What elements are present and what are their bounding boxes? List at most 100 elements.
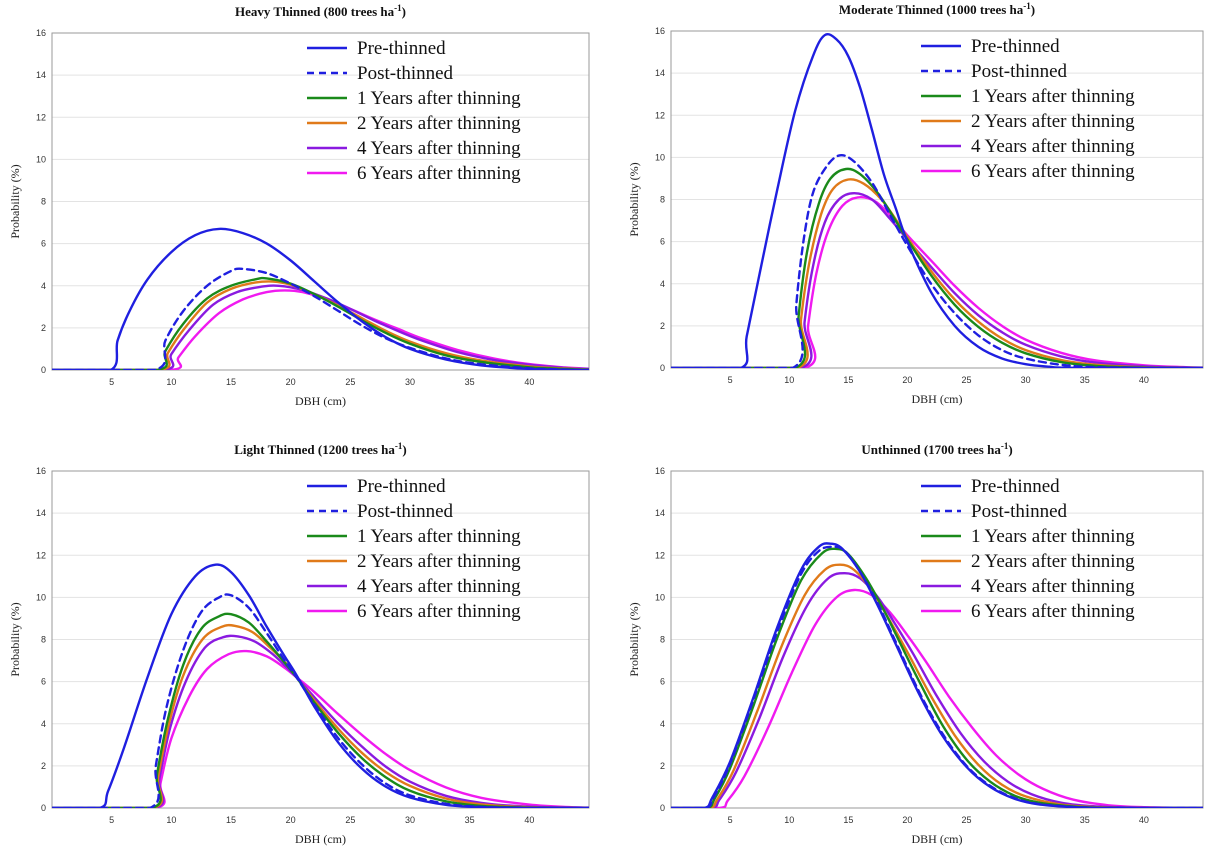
legend-entry-y2: 2 Years after thinning [971,551,1135,572]
chart-title-close: ) [402,442,406,457]
legend: Pre-thinned Post-thinned 1 Years after thi… [307,38,521,184]
x-axis-label: DBH (cm) [912,392,963,406]
x-tick-label: 20 [286,815,296,825]
chart-title-name: Moderate Thinned [839,2,946,17]
plot-area-frame [670,470,1204,809]
y-tick-label: 0 [660,803,665,813]
series-line-y1 [671,167,1203,368]
legend-entry-y2: 2 Years after thinning [357,113,521,134]
y-tick-label: 2 [660,761,665,771]
y-tick-label: 8 [41,635,46,645]
legend-entry-y1: 1 Years after thinning [971,526,1135,547]
series-group [671,32,1203,368]
series-line-post [52,593,589,808]
y-tick-label: 0 [41,803,46,813]
chart-title: Moderate Thinned (1000 trees ha-1) [839,1,1035,17]
legend: Pre-thinned Post-thinned 1 Years after thi… [921,36,1135,182]
y-tick-label: 6 [660,237,665,247]
series-line-pre [671,32,1203,368]
chart-title-close: ) [1008,442,1012,457]
chart-title-close: ) [1031,2,1035,17]
chart-title-density: (1700 trees ha [924,442,1002,457]
series-line-y6 [671,588,1203,808]
series-line-y6 [52,649,589,808]
y-tick-label: 10 [36,154,46,164]
series-group [671,542,1203,808]
chart-panel-4: 0 2 4 6 8 10 12 14 16 5 10 15 20 25 30 35 40 DBH (cm) Prob… [627,441,1204,846]
x-tick-label: 20 [902,375,912,385]
plot-area-frame [51,32,590,371]
legend-entry-y6: 6 Years after thinning [357,163,521,184]
y-axis-label: Probability (%) [627,162,641,236]
y-tick-label: 2 [660,321,665,331]
legend-entry-pre: Pre-thinned [357,476,446,497]
x-tick-label: 30 [405,377,415,387]
series-line-pre [671,542,1203,808]
y-tick-label: 8 [660,635,665,645]
chart-title-superscript: -1 [394,3,402,13]
x-tick-label: 35 [465,815,475,825]
x-tick-label: 20 [286,377,296,387]
x-tick-label: 40 [524,377,534,387]
series-group [52,563,589,808]
x-tick-label: 25 [345,815,355,825]
x-axis-label: DBH (cm) [295,394,346,408]
x-tick-label: 15 [843,815,853,825]
x-tick-label: 15 [226,377,236,387]
legend-entry-y6: 6 Years after thinning [971,161,1135,182]
x-tick-label: 20 [902,815,912,825]
x-tick-label: 30 [1021,815,1031,825]
y-tick-label: 14 [36,508,46,518]
plot-area-frame [670,30,1204,369]
x-tick-label: 35 [465,377,475,387]
chart-panel-3: 0 2 4 6 8 10 12 14 16 5 10 15 20 25 30 35 40 DBH (cm) Prob… [8,441,590,846]
x-tick-label: 35 [1080,375,1090,385]
series-line-pre [52,563,589,808]
y-tick-label: 4 [41,719,46,729]
series-line-y6 [671,196,1203,368]
y-tick-label: 2 [41,761,46,771]
legend-entry-post: Post-thinned [357,501,454,522]
y-axis-label: Probability (%) [8,164,22,238]
legend: Pre-thinned Post-thinned 1 Years after thi… [921,476,1135,622]
y-tick-label: 16 [655,466,665,476]
x-tick-label: 10 [166,815,176,825]
legend-entry-y2: 2 Years after thinning [971,111,1135,132]
x-tick-label: 15 [843,375,853,385]
x-tick-label: 15 [226,815,236,825]
legend-entry-y6: 6 Years after thinning [971,601,1135,622]
legend-entry-y4: 4 Years after thinning [357,138,521,159]
y-tick-label: 12 [36,550,46,560]
chart-title-superscript: -1 [1001,441,1009,451]
y-tick-label: 16 [36,466,46,476]
y-tick-label: 14 [655,68,665,78]
y-axis-label: Probability (%) [8,602,22,676]
y-tick-label: 14 [655,508,665,518]
chart-title: Unthinned (1700 trees ha-1) [861,441,1012,457]
x-tick-label: 5 [109,815,114,825]
y-tick-label: 4 [660,719,665,729]
series-line-y1 [671,547,1203,808]
chart-panel-2: 0 2 4 6 8 10 12 14 16 5 10 15 20 25 30 35 40 DBH (cm) Prob… [627,1,1204,406]
series-group [52,227,589,370]
x-tick-label: 25 [962,375,972,385]
chart-title-name: Unthinned [861,442,924,457]
x-tick-label: 5 [109,377,114,387]
y-tick-label: 10 [36,592,46,602]
y-tick-label: 16 [655,26,665,36]
chart-title-density: (800 trees ha [324,4,395,19]
x-tick-label: 10 [166,377,176,387]
series-line-pre [52,227,589,370]
chart-title: Light Thinned (1200 trees ha-1) [234,441,406,457]
y-tick-label: 6 [41,677,46,687]
y-tick-label: 4 [660,279,665,289]
chart-title-name: Heavy Thinned [235,4,324,19]
series-line-y4 [671,571,1203,808]
y-tick-label: 0 [41,365,46,375]
chart-title-close: ) [402,4,406,19]
chart-panel-1: 0 2 4 6 8 10 12 14 16 5 10 15 20 25 30 35 40 DBH (cm) Prob… [8,3,590,408]
legend-entry-post: Post-thinned [357,63,454,84]
series-line-y1 [52,612,589,808]
legend-entry-post: Post-thinned [971,501,1068,522]
